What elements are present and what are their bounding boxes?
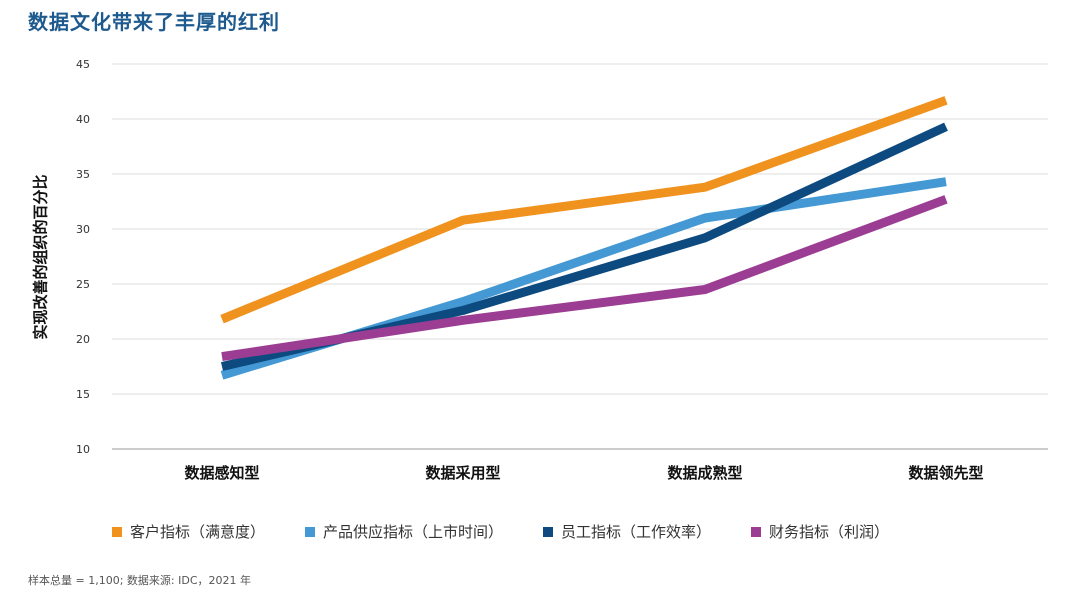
y-tick-label: 10: [76, 443, 90, 456]
legend-label: 客户指标（满意度）: [130, 523, 266, 541]
y-tick-label: 30: [76, 223, 90, 236]
y-tick-label: 35: [76, 168, 90, 181]
legend: 客户指标（满意度） 产品供应指标（上市时间） 员工指标（工作效率） 财务指标（利润）: [112, 521, 929, 542]
legend-label: 产品供应指标（上市时间）: [323, 523, 504, 541]
series-line-4: [221, 195, 948, 362]
y-tick-label: 40: [76, 113, 90, 126]
legend-item: 财务指标（利润）: [751, 521, 889, 542]
x-tick-label: 数据成熟型: [667, 464, 742, 482]
legend-item: 产品供应指标（上市时间）: [305, 521, 503, 542]
x-tick-label: 数据采用型: [425, 464, 500, 482]
legend-swatch: [543, 526, 554, 537]
legend-swatch: [305, 526, 316, 537]
legend-label: 财务指标（利润）: [769, 523, 890, 541]
legend-swatch: [751, 526, 762, 537]
series-line-1: [220, 96, 948, 324]
chart-title: 数据文化带来了丰厚的红利: [28, 10, 280, 34]
y-tick-label: 45: [76, 58, 90, 71]
y-tick-label: 15: [76, 388, 90, 401]
y-tick-label: 25: [76, 278, 90, 291]
y-tick-label: 20: [76, 333, 90, 346]
legend-label: 员工指标（工作效率）: [561, 523, 712, 541]
legend-item: 员工指标（工作效率）: [543, 521, 711, 542]
x-tick-label: 数据感知型: [184, 464, 259, 482]
legend-swatch: [112, 526, 122, 537]
x-tick-label: 数据领先型: [908, 464, 983, 482]
source-note: 样本总量 = 1,100; 数据来源: IDC，2021 年: [28, 574, 251, 587]
series-line-3: [220, 122, 948, 371]
legend-item: 客户指标（满意度）: [112, 521, 265, 542]
